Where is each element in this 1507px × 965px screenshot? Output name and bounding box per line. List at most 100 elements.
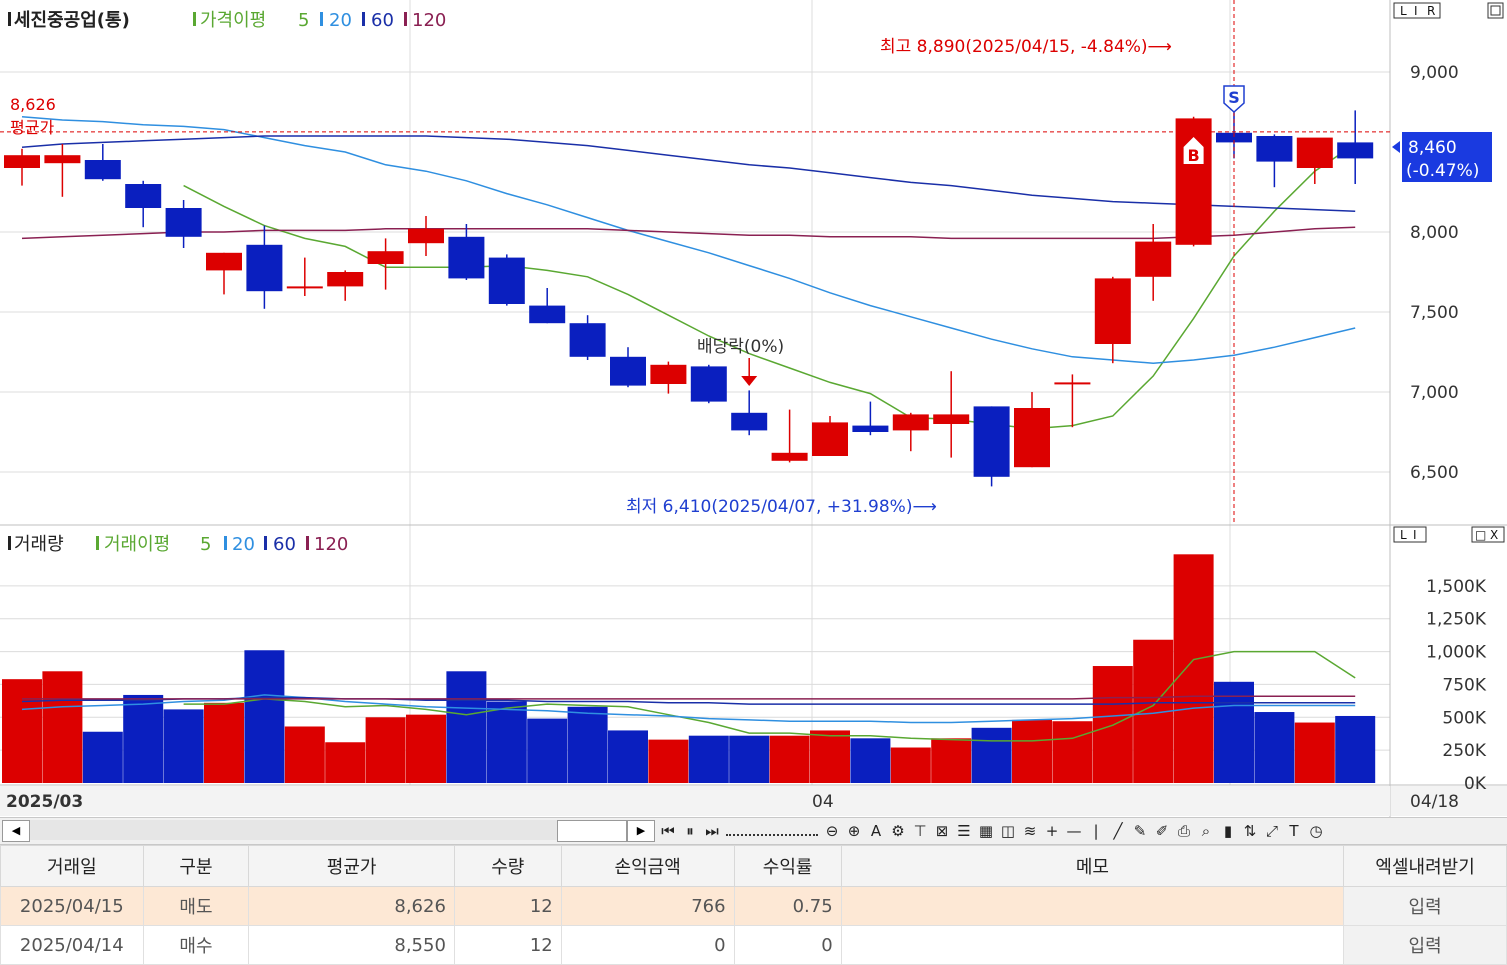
candle-body [206,252,242,271]
volume-bar [971,727,1012,783]
table-row[interactable]: 2025/04/15 매도 8,626 12 766 0.75 입력 [0,886,1507,926]
x-axis-corner [1391,786,1507,816]
candle-body [852,425,889,432]
vol-ma-period-20: 20 [232,534,255,555]
settings-icon[interactable]: ⚙ [891,822,905,840]
vol-btn-i[interactable]: I [1413,528,1417,542]
cell-memo[interactable] [840,925,1345,965]
clock-icon[interactable]: ◷ [1309,822,1323,840]
table-row[interactable]: 2025/04/14 매수 8,550 12 0 0 입력 [0,925,1507,965]
text-icon[interactable]: T [1289,822,1299,840]
candle-body [1256,136,1293,162]
volume-tick-label: 1,000K [1426,643,1487,663]
last-icon[interactable]: ⏭ [705,822,719,840]
btn-l[interactable]: L [1400,4,1407,18]
table-icon[interactable]: ▦ [978,822,994,840]
scroll-left-button[interactable]: ◀ [2,820,30,842]
sell-marker-text: S [1228,88,1240,107]
minus-icon[interactable]: — [1066,822,1082,840]
input-button[interactable]: 입력 [1343,925,1507,965]
stock-chart[interactable]: 6,500 7,000 7,500 8,000 9,000 0K 250K 500K 750K… [0,0,1507,817]
candle-body [488,257,525,304]
header-excel[interactable]: 엑셀내려받기 [1343,845,1507,887]
volume-tick-label: 0K [1464,774,1487,794]
x-axis-bar [0,786,1390,816]
price-y-axis: 6,500 7,000 7,500 8,000 9,000 [1410,63,1459,483]
trendline-icon[interactable]: ╱ [1113,822,1123,840]
scroll-thumb[interactable] [557,820,627,842]
plus-icon[interactable]: + [1045,822,1059,840]
search-icon[interactable]: ⌕ [1201,822,1211,840]
cell-date: 2025/04/15 [0,886,144,926]
cell-pnl: 766 [560,886,735,926]
cell-avg: 8,626 [248,886,455,926]
chart-icon[interactable]: ◫ [1000,822,1016,840]
price-ma-20 [21,116,1356,364]
tools-icon[interactable]: ✎ [1133,822,1147,840]
volume-bars [2,554,1376,783]
input-button[interactable]: 입력 [1343,886,1507,926]
zoom-slider[interactable] [726,826,818,836]
candle-body [650,364,687,384]
header-pnl: 손익금액 [560,845,735,887]
expand-icon[interactable]: ⤢ [1265,822,1278,840]
indicator-icon[interactable]: ⊤ [913,822,927,840]
vol-btn-l[interactable]: L [1400,528,1407,542]
candle-body [1337,142,1374,159]
price-tick-label: 7,000 [1410,383,1459,403]
price-tick-label: 8,000 [1410,223,1459,243]
crosshair-icon[interactable]: ⊠ [935,822,949,840]
volume-panel-buttons[interactable]: L I □ X [1393,526,1505,543]
toolbar-icons: ⏮ ⏸ ⏭ ⊖ ⊕ A ⚙ ⊤ ⊠ ☰ ▦ ◫ ≋ + — | ╱ ✎ ✐ ⎙ … [660,818,1324,844]
high-annotation: 최고 8,890(2025/04/15, -4.84%)⟶ [880,37,1172,57]
bar-icon[interactable]: ▮ [1223,822,1233,840]
scroll-right-button[interactable]: ▶ [627,820,655,842]
volume-panel-header: 거래량 거래이평 5 20 60 120 [8,534,348,555]
sell-marker-shape [1223,85,1245,114]
x-label-end: 04/18 [1410,792,1459,812]
wave-icon[interactable]: ≋ [1023,822,1037,840]
volume-bar [608,730,648,783]
volume-tick-label: 1,250K [1426,610,1487,630]
candle-body [1094,278,1131,344]
btn-r[interactable]: R [1427,4,1435,18]
maximize-button[interactable] [1487,2,1504,19]
vol-max-button[interactable]: □ [1475,528,1486,542]
scroll-track[interactable] [30,820,557,840]
cell-date: 2025/04/14 [0,925,144,965]
first-icon[interactable]: ⏮ [661,822,675,840]
print-icon[interactable]: ⎙ [1177,822,1190,840]
candle-body [4,155,40,168]
volume-bar [204,702,244,783]
price-ma-120 [21,226,1356,240]
updown-icon[interactable]: ⇅ [1243,822,1257,840]
list-icon[interactable]: ☰ [957,822,971,840]
volume-tick-label: 500K [1442,708,1486,728]
cell-memo[interactable] [840,886,1345,926]
zoom-out-icon[interactable]: ⊖ [825,822,839,840]
volume-tick-label: 750K [1442,675,1486,695]
chart-toolbar: ◀ ▶ ⏮ ⏸ ⏭ ⊖ ⊕ A ⚙ ⊤ ⊠ ☰ ▦ ◫ ≋ + — | ╱ ✎ … [0,817,1507,845]
price-ma-label: 가격이평 [200,10,266,31]
vol-ma-period-60: 60 [273,534,296,555]
volume-bar [1214,681,1254,783]
zoom-in-icon[interactable]: ⊕ [847,822,861,840]
ma-period-20: 20 [329,10,352,31]
volume-bar [850,738,891,783]
vol-close-button[interactable]: X [1490,528,1498,542]
cell-type: 매도 [142,886,250,926]
volume-title: 거래량 [14,534,64,555]
volume-bar [82,731,123,783]
price-panel-buttons[interactable]: L I R [1393,2,1504,19]
pencil-icon[interactable]: ✐ [1155,822,1169,840]
pause-icon[interactable]: ⏸ [686,822,694,840]
btn-i[interactable]: I [1414,4,1418,18]
buy-marker-shape [1183,137,1204,164]
volume-y-axis: 0K 250K 500K 750K 1,000K 1,250K 1,500K [1426,577,1487,794]
header-memo: 메모 [840,845,1345,887]
candle-body [1054,382,1091,385]
text-a-icon[interactable]: A [870,822,882,840]
vline-icon[interactable]: | [1093,822,1099,840]
price-ma-60 [21,135,1356,212]
vol-ma-period-120: 120 [314,534,348,555]
